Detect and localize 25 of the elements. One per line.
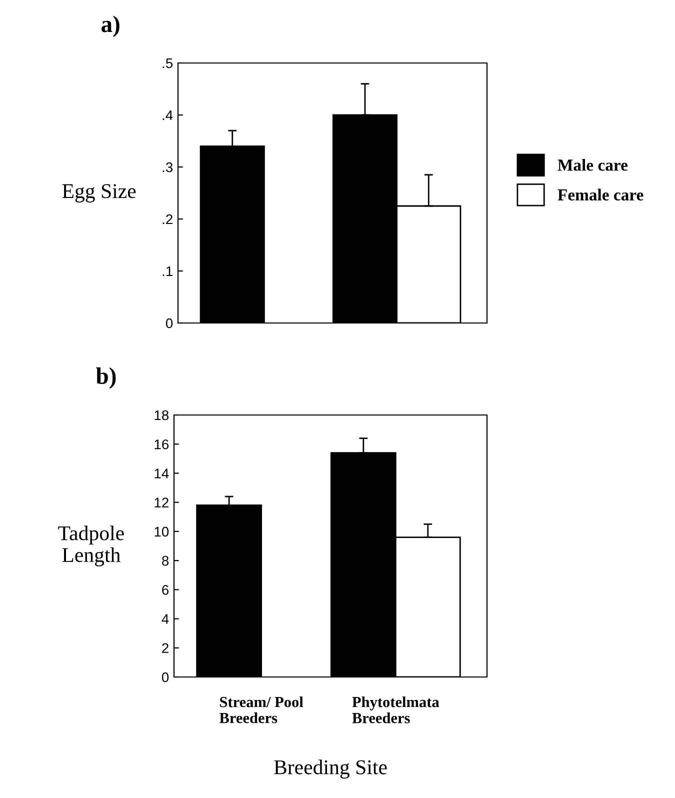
y-axis-title: Egg Size	[62, 184, 136, 202]
y-tick-label: 16	[154, 439, 169, 450]
y-tick-label: .2	[162, 214, 172, 224]
y-tick-label: 2	[162, 643, 168, 653]
y-tick-label: .5	[162, 58, 173, 68]
y-tick-label: 14	[154, 468, 169, 478]
chart-title: a)	[102, 16, 120, 37]
x-tick-label: Phytotelmata Breeders	[352, 696, 440, 724]
y-tick-label: 6	[162, 585, 169, 595]
y-tick-label: .4	[162, 110, 173, 120]
chart-title: b)	[96, 367, 116, 389]
y-axis-title: Tadpole Length	[58, 526, 124, 566]
y-tick-label: .3	[162, 162, 173, 172]
x-tick-label: Stream/ Pool Breeders	[219, 696, 304, 724]
x-axis-title: Breeding Site	[274, 760, 387, 779]
y-tick-label: 0	[166, 318, 173, 328]
y-tick-label: 4	[162, 614, 169, 624]
y-tick-label: 10	[154, 526, 169, 537]
y-tick-label: 12	[154, 498, 168, 508]
y-tick-label: 8	[162, 556, 169, 566]
legend-label: Male care	[558, 159, 628, 171]
y-tick-label: .1	[162, 266, 172, 276]
y-tick-label: 0	[162, 672, 169, 682]
y-tick-label: 18	[154, 410, 169, 420]
legend-label: Female care	[558, 188, 644, 200]
